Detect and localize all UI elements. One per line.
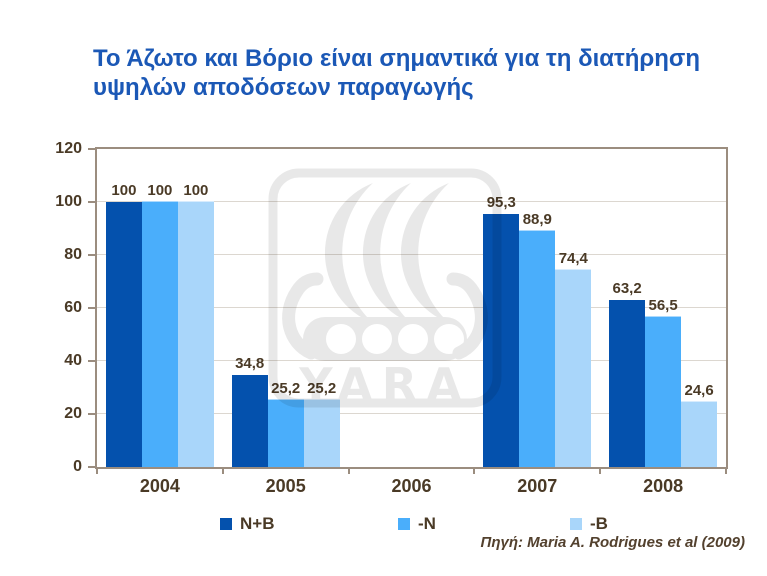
bar <box>681 400 718 467</box>
bar-value-label: 24,6 <box>684 381 714 399</box>
y-axis-label: 40 <box>64 352 82 369</box>
bar <box>609 299 646 467</box>
bar <box>303 399 340 467</box>
y-axis-tick <box>88 360 95 362</box>
bar-value-label: 95,3 <box>486 194 516 212</box>
x-axis-label: 2007 <box>517 476 558 496</box>
bar-value-label: 25,2 <box>307 380 337 398</box>
x-axis-label: 2004 <box>139 476 180 496</box>
legend-item-minus-n: -N <box>398 512 436 536</box>
x-axis-label: 2008 <box>643 476 684 496</box>
y-axis-tick <box>88 254 95 256</box>
legend-label-minus-n: -N <box>418 514 436 533</box>
watermark-frame <box>268 168 502 408</box>
legend-swatch-nb <box>220 518 232 530</box>
legend-item-nb: N+B <box>220 512 274 536</box>
y-axis-label: 0 <box>73 458 82 475</box>
bar <box>141 201 178 467</box>
gridline <box>97 254 726 255</box>
slide-title: Το Άζωτο και Βόριο είναι σημαντικά για τ… <box>93 45 700 102</box>
legend-swatch-minus-b <box>570 518 582 530</box>
y-axis-tick <box>88 201 95 203</box>
y-axis-label: 80 <box>64 246 82 263</box>
gridline <box>97 413 726 414</box>
y-axis-label: 20 <box>64 405 82 422</box>
ship-prow-icon <box>282 272 324 360</box>
legend-label-minus-b: -B <box>590 514 608 533</box>
y-axis-tick <box>88 148 95 150</box>
sail-icon <box>362 183 411 323</box>
bar <box>231 374 268 467</box>
bar-value-label: 100 <box>183 182 209 199</box>
ship-hull-icon <box>303 317 467 361</box>
bar <box>645 316 682 467</box>
bar <box>519 230 556 467</box>
bar-value-label: 56,5 <box>648 297 678 315</box>
x-axis-tick <box>347 469 350 474</box>
y-axis-label: 100 <box>55 193 82 210</box>
x-axis-tick <box>599 469 602 474</box>
x-axis-label: 2006 <box>391 476 432 496</box>
bar-value-label: 88,9 <box>522 211 552 229</box>
bar-value-label: 74,4 <box>558 249 588 267</box>
y-axis-label: 120 <box>55 140 82 157</box>
bar-value-label: 100 <box>111 182 137 199</box>
chart-legend: N+B -N -B <box>0 512 767 536</box>
bar-value-label: 100 <box>147 182 173 199</box>
x-axis-tick <box>221 469 224 474</box>
bar <box>555 268 592 467</box>
legend-item-minus-b: -B <box>570 512 608 536</box>
x-axis-tick <box>96 469 98 474</box>
gridline <box>97 201 726 202</box>
x-axis-label: 2005 <box>265 476 306 496</box>
bar-value-label: 25,2 <box>271 380 301 398</box>
y-axis-tick <box>88 466 95 468</box>
bar <box>483 214 520 467</box>
bar <box>177 201 214 467</box>
x-axis-tick <box>725 469 727 474</box>
plot-area: YARA 100 100 100 34,8 25,2 25,2 95,3 88,9 74,4 63… <box>95 147 728 469</box>
bar <box>105 202 142 467</box>
gridline <box>97 360 726 361</box>
x-axis-tick <box>473 469 476 474</box>
gridline <box>97 307 726 308</box>
bar <box>267 399 304 467</box>
sail-icon <box>324 183 373 323</box>
y-axis-tick <box>88 307 95 309</box>
y-axis-tick <box>88 413 95 415</box>
sail-icon <box>400 183 449 323</box>
y-axis-label: 60 <box>64 299 82 316</box>
ship-prow-icon <box>446 272 488 360</box>
bar-value-label: 63,2 <box>612 279 642 297</box>
legend-swatch-minus-n <box>398 518 410 530</box>
legend-label-nb: N+B <box>240 514 275 533</box>
bar-value-label: 34,8 <box>235 354 265 372</box>
source-citation: Πηγή: Maria A. Rodrigues et al (2009) <box>480 534 745 551</box>
